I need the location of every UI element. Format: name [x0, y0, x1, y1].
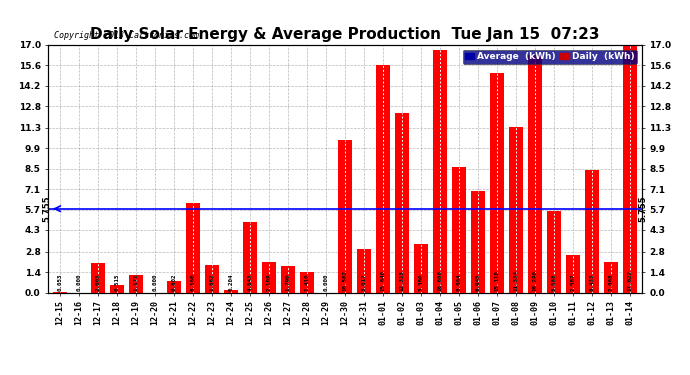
- Bar: [186, 203, 200, 292]
- Bar: [262, 262, 276, 292]
- Text: 0.053: 0.053: [57, 274, 62, 291]
- Text: 0.000: 0.000: [76, 274, 81, 291]
- Text: Copyright 2013 Cartronics.com: Copyright 2013 Cartronics.com: [55, 31, 199, 40]
- Text: 11.334: 11.334: [513, 270, 519, 291]
- Text: 1.790: 1.790: [286, 274, 290, 291]
- Text: 10.502: 10.502: [342, 270, 348, 291]
- Title: Daily Solar Energy & Average Production  Tue Jan 15  07:23: Daily Solar Energy & Average Production …: [90, 27, 600, 42]
- Text: 1.171: 1.171: [133, 274, 138, 291]
- Text: 0.000: 0.000: [152, 274, 157, 291]
- Bar: [224, 290, 238, 292]
- Bar: [414, 244, 428, 292]
- Legend: Average  (kWh), Daily  (kWh): Average (kWh), Daily (kWh): [462, 50, 637, 64]
- Text: 8.604: 8.604: [457, 274, 462, 291]
- Bar: [128, 276, 143, 292]
- Text: 1.410: 1.410: [304, 274, 309, 291]
- Bar: [338, 140, 352, 292]
- Text: 2.587: 2.587: [571, 274, 575, 291]
- Text: 2.109: 2.109: [266, 274, 271, 291]
- Text: 5.755: 5.755: [43, 195, 52, 222]
- Bar: [395, 113, 409, 292]
- Text: 0.515: 0.515: [115, 274, 119, 291]
- Bar: [452, 167, 466, 292]
- Bar: [490, 72, 504, 292]
- Text: 0.204: 0.204: [228, 274, 233, 291]
- Text: 17.022: 17.022: [628, 270, 633, 291]
- Bar: [585, 170, 600, 292]
- Text: 12.315: 12.315: [400, 270, 404, 291]
- Bar: [471, 191, 485, 292]
- Bar: [300, 272, 314, 292]
- Text: 5.588: 5.588: [552, 274, 557, 291]
- Text: 3.360: 3.360: [419, 274, 424, 291]
- Bar: [281, 267, 295, 292]
- Text: 0.802: 0.802: [171, 274, 177, 291]
- Bar: [547, 211, 562, 292]
- Bar: [90, 263, 105, 292]
- Bar: [205, 266, 219, 292]
- Bar: [566, 255, 580, 292]
- Text: 6.945: 6.945: [475, 274, 481, 291]
- Text: 1.862: 1.862: [209, 274, 215, 291]
- Bar: [528, 56, 542, 292]
- Text: 5.755: 5.755: [638, 195, 647, 222]
- Bar: [376, 65, 390, 292]
- Bar: [110, 285, 124, 292]
- Text: 6.160: 6.160: [190, 274, 195, 291]
- Bar: [604, 262, 618, 292]
- Text: 15.110: 15.110: [495, 270, 500, 291]
- Text: 2.003: 2.003: [95, 274, 100, 291]
- Bar: [357, 249, 371, 292]
- Text: 16.666: 16.666: [437, 270, 442, 291]
- Text: 16.290: 16.290: [533, 270, 538, 291]
- Bar: [167, 281, 181, 292]
- Text: 8.433: 8.433: [590, 274, 595, 291]
- Bar: [623, 45, 638, 292]
- Text: 4.843: 4.843: [248, 274, 253, 291]
- Text: 15.640: 15.640: [381, 270, 386, 291]
- Bar: [509, 128, 523, 292]
- Bar: [433, 50, 447, 292]
- Text: 3.017: 3.017: [362, 274, 366, 291]
- Text: 2.068: 2.068: [609, 274, 614, 291]
- Bar: [243, 222, 257, 292]
- Text: 0.000: 0.000: [324, 274, 328, 291]
